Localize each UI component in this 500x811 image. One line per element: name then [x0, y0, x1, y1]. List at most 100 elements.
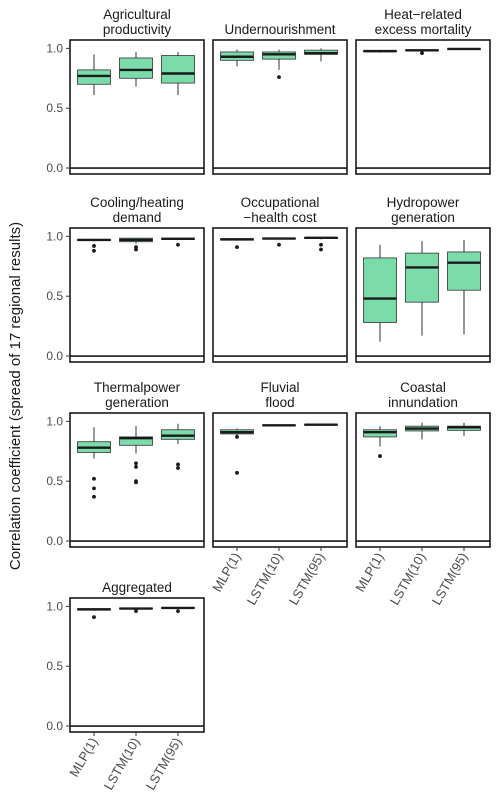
box-LSTM(10) [263, 238, 296, 247]
panel-title: Aggregated [102, 580, 172, 595]
panel: Occupational−health cost [213, 195, 347, 362]
panel-title: Coastal [400, 380, 446, 395]
y-tick-label: 0.5 [46, 474, 63, 488]
outlier-point [235, 245, 239, 249]
outlier-point [92, 249, 96, 253]
x-tick-label: LSTM(95) [143, 735, 185, 793]
panel-title: Occupational [241, 195, 320, 210]
box-LSTM(10) [406, 49, 439, 55]
panel-title: Thermalpower [94, 380, 181, 395]
box-LSTM(95) [448, 240, 481, 335]
panel-title: Fluvial [260, 380, 299, 395]
y-axis-label: Correlation coefficient (spread of 17 re… [7, 222, 24, 570]
x-tick-label: LSTM(95) [429, 550, 471, 608]
box-LSTM(10) [120, 608, 153, 613]
outlier-point [378, 454, 382, 458]
box-LSTM(95) [305, 424, 338, 426]
outlier-point [235, 435, 239, 439]
y-tick-label: 1.0 [46, 41, 63, 55]
box-LSTM(95) [448, 423, 481, 436]
x-tick-label: MLP(1) [66, 735, 100, 779]
panel-title: Heat−related [384, 7, 462, 22]
box-MLP(1) [364, 50, 397, 52]
box-MLP(1) [78, 427, 111, 498]
box-LSTM(95) [162, 238, 195, 247]
box-LSTM(95) [162, 52, 195, 95]
box-MLP(1) [364, 245, 397, 342]
outlier-point [134, 480, 138, 484]
box-MLP(1) [78, 608, 111, 619]
box-LSTM(10) [406, 241, 439, 336]
panel-title: innundation [388, 395, 458, 410]
x-tick-label: MLP(1) [209, 550, 243, 594]
box-LSTM(95) [305, 237, 338, 252]
y-tick-label: 0.0 [46, 719, 63, 733]
outlier-point [176, 609, 180, 613]
outlier-point [176, 243, 180, 247]
outlier-point [420, 51, 424, 55]
box-body [448, 252, 481, 290]
y-tick-label: 0.0 [46, 349, 63, 363]
outlier-point [134, 465, 138, 469]
box-MLP(1) [78, 54, 111, 95]
outlier-point [92, 615, 96, 619]
x-tick-label: LSTM(10) [244, 550, 286, 608]
box-LSTM(10) [120, 238, 153, 252]
outlier-point [277, 243, 281, 247]
x-tick-label: LSTM(10) [101, 735, 143, 793]
panel-title: generation [105, 395, 169, 410]
panel-title: generation [391, 210, 455, 225]
y-tick-label: 0.5 [46, 101, 63, 115]
panel-border [356, 40, 490, 174]
panel-title: demand [113, 210, 162, 225]
outlier-point [92, 477, 96, 481]
box-MLP(1) [221, 429, 254, 475]
box-body [406, 253, 439, 302]
box-LSTM(10) [406, 423, 439, 440]
panel-title: −health cost [243, 210, 316, 225]
box-LSTM(10) [120, 52, 153, 87]
box-body [120, 58, 153, 78]
panel-title: excess mortality [375, 22, 472, 37]
box-LSTM(95) [162, 424, 195, 470]
outlier-point [277, 75, 281, 79]
panel-border [70, 598, 204, 732]
y-tick-label: 0.0 [46, 161, 63, 175]
panel-title: Undernourishment [224, 22, 335, 37]
box-LSTM(10) [263, 50, 296, 79]
y-tick-label: 0.0 [46, 534, 63, 548]
box-MLP(1) [221, 50, 254, 67]
box-MLP(1) [221, 238, 254, 249]
panel-title: flood [265, 395, 294, 410]
outlier-point [92, 244, 96, 248]
box-LSTM(10) [120, 426, 153, 484]
outlier-point [134, 461, 138, 465]
x-tick-label: MLP(1) [352, 550, 386, 594]
panel: Aggregated 0.0 0.5 1.0 MLP(1) LSTM(10) LSTM(95… [46, 580, 204, 793]
box-body [364, 258, 397, 323]
outlier-point [92, 495, 96, 499]
outlier-point [319, 248, 323, 252]
outlier-point [134, 609, 138, 613]
x-tick-label: LSTM(95) [286, 550, 328, 608]
box-LSTM(10) [263, 424, 296, 426]
outlier-point [176, 463, 180, 467]
outlier-point [176, 466, 180, 470]
box-MLP(1) [78, 239, 111, 253]
panel-title: Cooling/heating [90, 195, 184, 210]
outlier-point [134, 248, 138, 252]
box-LSTM(95) [305, 48, 338, 61]
box-body [162, 56, 195, 84]
outlier-point [235, 471, 239, 475]
y-tick-label: 1.0 [46, 229, 63, 243]
y-tick-label: 1.0 [46, 599, 63, 613]
panel-border [213, 228, 347, 362]
box-LSTM(95) [448, 48, 481, 49]
panel-title: productivity [103, 22, 172, 37]
panel-title: Agricultural [103, 7, 171, 22]
